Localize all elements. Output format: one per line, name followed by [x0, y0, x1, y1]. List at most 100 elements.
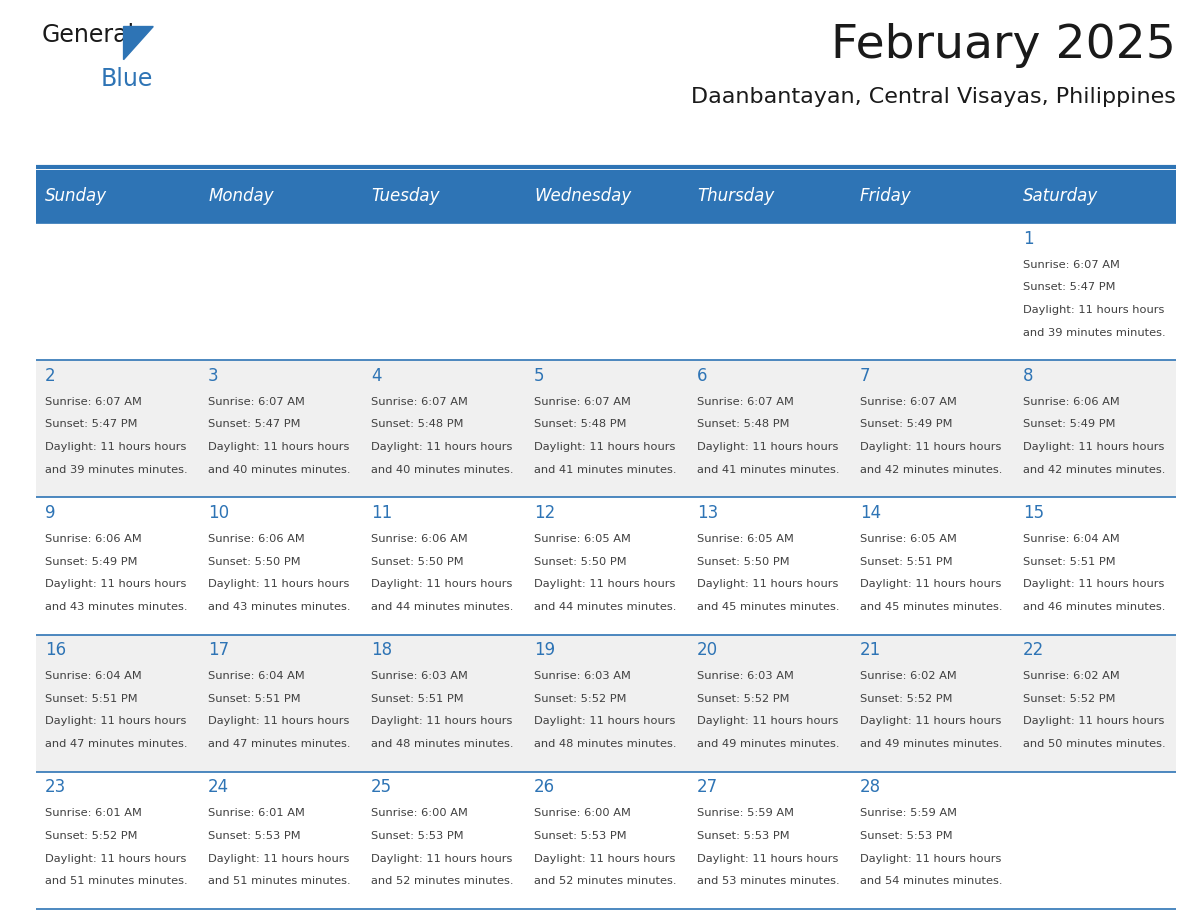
Bar	[688, 772, 851, 909]
Text: Sunset: 5:51 PM: Sunset: 5:51 PM	[45, 694, 138, 704]
Text: Sunrise: 6:02 AM: Sunrise: 6:02 AM	[860, 671, 956, 681]
Text: and 40 minutes minutes.: and 40 minutes minutes.	[208, 465, 350, 475]
Text: Sunset: 5:52 PM: Sunset: 5:52 PM	[45, 831, 138, 841]
Bar	[198, 772, 361, 909]
Text: Sunset: 5:53 PM: Sunset: 5:53 PM	[860, 831, 953, 841]
Text: Sunset: 5:48 PM: Sunset: 5:48 PM	[533, 420, 626, 430]
Text: Sunset: 5:52 PM: Sunset: 5:52 PM	[860, 694, 953, 704]
Text: and 49 minutes minutes.: and 49 minutes minutes.	[697, 739, 840, 749]
Bar	[1013, 170, 1176, 223]
Text: Sunrise: 6:03 AM: Sunrise: 6:03 AM	[533, 671, 631, 681]
Text: Sunset: 5:50 PM: Sunset: 5:50 PM	[533, 556, 626, 566]
Bar	[36, 498, 198, 634]
Text: 11: 11	[371, 504, 392, 521]
Text: Sunrise: 6:00 AM: Sunrise: 6:00 AM	[533, 808, 631, 818]
Text: Sunset: 5:49 PM: Sunset: 5:49 PM	[860, 420, 953, 430]
Text: 15: 15	[1023, 504, 1044, 521]
Bar	[198, 360, 361, 498]
Bar	[1013, 360, 1176, 498]
Text: Sunrise: 6:04 AM: Sunrise: 6:04 AM	[45, 671, 141, 681]
Text: and 47 minutes minutes.: and 47 minutes minutes.	[208, 739, 350, 749]
Text: Sunrise: 5:59 AM: Sunrise: 5:59 AM	[697, 808, 794, 818]
Text: Daanbantayan, Central Visayas, Philippines: Daanbantayan, Central Visayas, Philippin…	[691, 87, 1176, 107]
Text: and 51 minutes minutes.: and 51 minutes minutes.	[45, 876, 188, 886]
Bar	[851, 634, 1013, 772]
Text: 7: 7	[860, 366, 871, 385]
Bar	[524, 223, 688, 360]
Bar	[198, 498, 361, 634]
Text: Sunset: 5:51 PM: Sunset: 5:51 PM	[1023, 556, 1116, 566]
Text: Sunrise: 6:05 AM: Sunrise: 6:05 AM	[697, 534, 794, 544]
Bar	[36, 223, 198, 360]
Text: 16: 16	[45, 641, 67, 659]
Text: Monday: Monday	[208, 187, 273, 206]
Text: 22: 22	[1023, 641, 1044, 659]
Bar	[198, 170, 361, 223]
Text: Daylight: 11 hours hours: Daylight: 11 hours hours	[371, 716, 512, 726]
Text: and 39 minutes minutes.: and 39 minutes minutes.	[45, 465, 188, 475]
Text: and 52 minutes minutes.: and 52 minutes minutes.	[533, 876, 676, 886]
Text: Daylight: 11 hours hours: Daylight: 11 hours hours	[371, 579, 512, 589]
Text: and 40 minutes minutes.: and 40 minutes minutes.	[371, 465, 513, 475]
Text: Sunrise: 6:03 AM: Sunrise: 6:03 AM	[697, 671, 794, 681]
Text: Sunset: 5:48 PM: Sunset: 5:48 PM	[371, 420, 463, 430]
Text: Sunset: 5:51 PM: Sunset: 5:51 PM	[860, 556, 953, 566]
Text: Daylight: 11 hours hours: Daylight: 11 hours hours	[371, 854, 512, 864]
Text: Sunrise: 6:07 AM: Sunrise: 6:07 AM	[1023, 260, 1119, 270]
Text: 23: 23	[45, 778, 67, 796]
Bar	[1013, 223, 1176, 360]
Text: Sunrise: 6:06 AM: Sunrise: 6:06 AM	[371, 534, 468, 544]
Text: Tuesday: Tuesday	[371, 187, 440, 206]
Text: Sunrise: 6:00 AM: Sunrise: 6:00 AM	[371, 808, 468, 818]
Text: and 54 minutes minutes.: and 54 minutes minutes.	[860, 876, 1003, 886]
Text: Sunset: 5:50 PM: Sunset: 5:50 PM	[371, 556, 463, 566]
Bar	[361, 634, 524, 772]
Text: Daylight: 11 hours hours: Daylight: 11 hours hours	[208, 442, 349, 452]
Text: Sunset: 5:47 PM: Sunset: 5:47 PM	[208, 420, 301, 430]
Text: 27: 27	[697, 778, 718, 796]
Text: Sunrise: 5:59 AM: Sunrise: 5:59 AM	[860, 808, 956, 818]
Text: Sunset: 5:53 PM: Sunset: 5:53 PM	[371, 831, 463, 841]
Text: Daylight: 11 hours hours: Daylight: 11 hours hours	[45, 854, 187, 864]
Text: and 46 minutes minutes.: and 46 minutes minutes.	[1023, 602, 1165, 612]
Bar	[198, 634, 361, 772]
Bar	[688, 498, 851, 634]
Text: and 47 minutes minutes.: and 47 minutes minutes.	[45, 739, 188, 749]
Text: Wednesday: Wednesday	[533, 187, 631, 206]
Text: Daylight: 11 hours hours: Daylight: 11 hours hours	[1023, 579, 1164, 589]
Text: 25: 25	[371, 778, 392, 796]
Text: and 41 minutes minutes.: and 41 minutes minutes.	[697, 465, 840, 475]
Text: Sunset: 5:51 PM: Sunset: 5:51 PM	[371, 694, 463, 704]
Text: and 41 minutes minutes.: and 41 minutes minutes.	[533, 465, 676, 475]
Text: 20: 20	[697, 641, 718, 659]
Text: Daylight: 11 hours hours: Daylight: 11 hours hours	[533, 854, 675, 864]
Bar	[851, 360, 1013, 498]
Text: Sunset: 5:51 PM: Sunset: 5:51 PM	[208, 694, 301, 704]
Text: Sunday: Sunday	[45, 187, 107, 206]
Text: Sunrise: 6:07 AM: Sunrise: 6:07 AM	[371, 397, 468, 407]
Text: 18: 18	[371, 641, 392, 659]
Text: Daylight: 11 hours hours: Daylight: 11 hours hours	[697, 854, 839, 864]
Text: and 53 minutes minutes.: and 53 minutes minutes.	[697, 876, 840, 886]
Text: Sunset: 5:52 PM: Sunset: 5:52 PM	[697, 694, 789, 704]
Bar	[688, 360, 851, 498]
Text: 24: 24	[208, 778, 229, 796]
Text: and 48 minutes minutes.: and 48 minutes minutes.	[533, 739, 676, 749]
Text: Daylight: 11 hours hours: Daylight: 11 hours hours	[208, 854, 349, 864]
Bar	[198, 223, 361, 360]
Bar	[851, 223, 1013, 360]
Text: Daylight: 11 hours hours: Daylight: 11 hours hours	[860, 579, 1001, 589]
Text: Sunrise: 6:05 AM: Sunrise: 6:05 AM	[860, 534, 956, 544]
Text: Sunrise: 6:01 AM: Sunrise: 6:01 AM	[208, 808, 305, 818]
Text: 1: 1	[1023, 230, 1034, 248]
Text: Daylight: 11 hours hours: Daylight: 11 hours hours	[371, 442, 512, 452]
Text: Blue: Blue	[101, 67, 153, 91]
Text: February 2025: February 2025	[832, 23, 1176, 68]
Text: Daylight: 11 hours hours: Daylight: 11 hours hours	[208, 579, 349, 589]
Text: Friday: Friday	[860, 187, 911, 206]
Text: 2: 2	[45, 366, 56, 385]
Bar	[1013, 772, 1176, 909]
Text: Daylight: 11 hours hours: Daylight: 11 hours hours	[1023, 305, 1164, 315]
Text: Daylight: 11 hours hours: Daylight: 11 hours hours	[45, 579, 187, 589]
Text: Daylight: 11 hours hours: Daylight: 11 hours hours	[533, 716, 675, 726]
